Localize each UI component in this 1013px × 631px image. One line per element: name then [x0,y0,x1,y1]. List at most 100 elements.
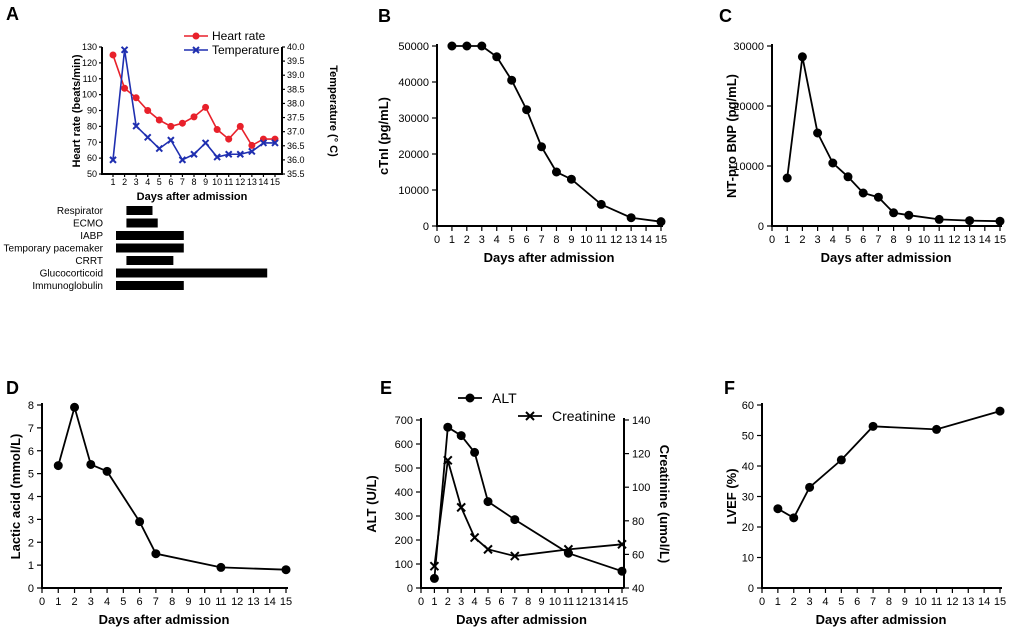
panel-a-xlabel: Days after admission [137,191,248,203]
panel-e-ytick-label: 100 [395,559,413,571]
panel-e-series-0-point [510,515,520,525]
panel-b-series-0-point [507,75,517,85]
panel-f-series-0-point [789,513,799,523]
panel-b-series-0-point [656,217,666,227]
panel-a-temperature-point [248,147,256,156]
panel-a-y2tick-label: 38.5 [287,84,305,94]
panel-d-ytick-label: 4 [28,492,34,504]
panel-b-xtick-label: 9 [568,234,574,246]
panel-a-xtick-label: 13 [247,177,257,187]
panel-f-series-0-point [773,504,783,514]
panel-a-xtick-label: 5 [157,177,162,187]
panel-d-xtick-label: 13 [247,596,259,608]
panel-c-axes [771,44,1002,227]
panel-f-xtick-label: 11 [931,596,942,608]
panel-b-xtick-label: 14 [640,234,652,246]
panel-e-y2tick-label: 80 [632,516,644,528]
panel-d-xtick-label: 2 [71,596,77,608]
panel-f-series-0-point [805,482,815,492]
panel-d-series-0-line [57,403,287,571]
panel-e-legend-alt-marker [465,393,475,403]
panel-d-xtick-label: 8 [169,596,175,608]
panel-c-series-0-point [782,173,792,183]
panel-e-xtick-label: 15 [616,596,628,608]
panel-a-ytick-label: 70 [87,137,97,147]
panel-a-temperature-point [144,133,152,142]
panel-e-xtick-label: 7 [512,596,518,608]
panel-f-xtick-label: 13 [962,596,974,608]
panel-b-ytick-label: 20000 [398,149,429,161]
panel-b-xtick-label: 13 [625,234,637,246]
panel-a-y2tick-label: 37.5 [287,113,305,123]
panel-e-ytick-label: 500 [395,463,413,475]
panel-f-xtick-label: 8 [886,596,892,608]
panel-e-ytick-label: 300 [395,511,413,523]
panel-f-ytick-label: 50 [742,431,754,443]
panel-c-xtick-label: 15 [994,234,1006,246]
panel-a-heart-rate-point [132,94,140,102]
panel-b-series-0-line [451,45,662,223]
panel-c-series-0-point [858,188,868,198]
panel-e-xtick-label: 8 [525,596,531,608]
treatment-label: Temporary pacemaker [4,244,104,255]
panel-b-xtick-label: 7 [538,234,544,246]
panel-b-series-0-point [522,105,532,115]
panel-d-xtick-label: 6 [137,596,143,608]
panel-e-xtick-label: 13 [589,596,601,608]
panel-c-xtick-label: 13 [963,234,975,246]
panel-b-ytick-label: 0 [423,221,429,233]
panel-e-y2tick-label: 60 [632,549,644,561]
panel-d-xtick-label: 1 [55,596,61,608]
panel-a-temperature-point [213,153,221,161]
panel-b-series-0-point [537,142,547,152]
panel-a-temperature-point [109,156,117,164]
panel-a-ytick-label: 80 [87,121,97,131]
treatment-bar [126,206,153,215]
panel-f-ytick-label: 60 [742,400,754,412]
panel-e-y2tick-label: 120 [632,449,650,461]
panel-b-label: B [378,6,391,26]
panel-e-series-1-point [456,502,466,513]
panel-a-heart-rate-point [190,113,198,121]
panel-a-ytick-label: 60 [87,153,97,163]
panel-e-xtick-label: 6 [498,596,504,608]
panel-a-y2tick-label: 40.0 [287,42,305,52]
panel-e-y2tick-label: 100 [632,482,650,494]
panel-e-xtick-label: 5 [485,596,491,608]
panel-d-xlabel: Days after admission [99,612,230,627]
panel-c-series-0-point [934,214,944,224]
panel-e-label: E [380,378,392,398]
panel-a-xtick-label: 12 [235,177,245,187]
panel-b-xtick-label: 5 [509,234,515,246]
panel-c-xtick-label: 3 [815,234,821,246]
panel-a-xtick-label: 3 [134,177,139,187]
panel-a-temperature-point [167,136,175,144]
panel-a-temperature-point [225,150,233,158]
panel-e-xtick-label: 14 [602,596,614,608]
panel-c-ytick-label: 20000 [733,101,764,113]
panel-f-label: F [724,378,735,398]
panel-a-ytick-label: 50 [87,169,97,179]
panel-a-y2tick-label: 37.0 [287,127,305,137]
panel-e-series-1-point [510,551,520,561]
panel-c-xtick-label: 12 [948,234,960,246]
panel-f-series-0-point [836,455,846,465]
panel-e-series-0-point [617,566,627,576]
panel-f-xtick-label: 0 [759,596,765,608]
panel-b-xtick-label: 8 [553,234,559,246]
panel-a-xtick-label: 14 [258,177,268,187]
panel-e-xtick-label: 9 [539,596,545,608]
panel-a-xtick-label: 8 [191,177,196,187]
panel-b-xtick-label: 10 [580,234,592,246]
panel-a-heart-rate-point [236,122,244,130]
panel-f-xtick-label: 7 [870,596,876,608]
panel-a-ytick-label: 100 [82,90,97,100]
panel-c-xtick-label: 7 [875,234,881,246]
panel-a-ytick-label: 120 [82,58,97,68]
panel-e-ytick-label: 200 [395,535,413,547]
panel-d-series-0-point [53,461,63,471]
panel-a-xtick-label: 1 [110,177,115,187]
panel-f-xtick-label: 2 [791,596,797,608]
treatment-label: ECMO [73,219,103,230]
